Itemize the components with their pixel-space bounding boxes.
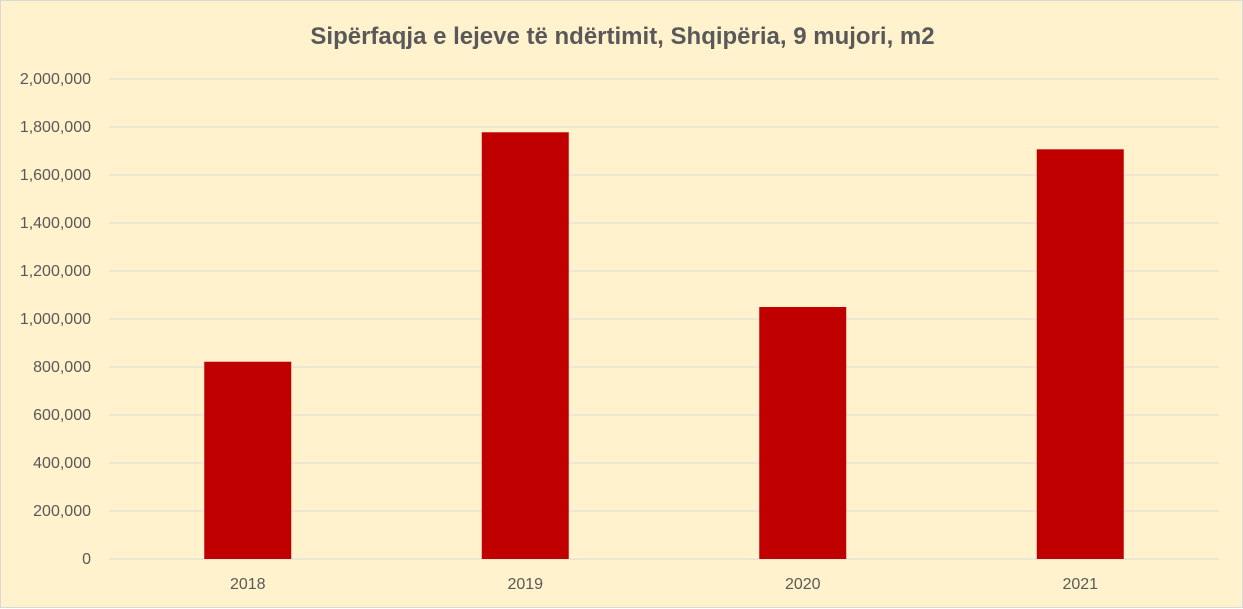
x-tick-label: 2019	[507, 576, 543, 593]
y-tick-label: 600,000	[33, 407, 91, 424]
y-tick-label: 1,000,000	[20, 311, 91, 328]
bar	[759, 307, 847, 559]
x-tick-label: 2018	[230, 576, 266, 593]
y-tick-label: 400,000	[33, 455, 91, 472]
bar	[481, 132, 569, 559]
chart-title: Sipërfaqja e lejeve të ndërtimit, Shqipë…	[310, 23, 935, 50]
y-tick-label: 1,400,000	[20, 215, 91, 232]
y-tick-label: 1,800,000	[20, 119, 91, 136]
y-tick-label: 1,200,000	[20, 263, 91, 280]
x-tick-label: 2021	[1062, 576, 1098, 593]
y-tick-label: 800,000	[33, 359, 91, 376]
bar	[1036, 149, 1124, 559]
y-tick-label: 0	[82, 551, 91, 568]
bar	[204, 361, 292, 559]
y-tick-label: 200,000	[33, 503, 91, 520]
y-tick-label: 1,600,000	[20, 167, 91, 184]
y-tick-label: 2,000,000	[20, 71, 91, 88]
x-tick-label: 2020	[785, 576, 821, 593]
